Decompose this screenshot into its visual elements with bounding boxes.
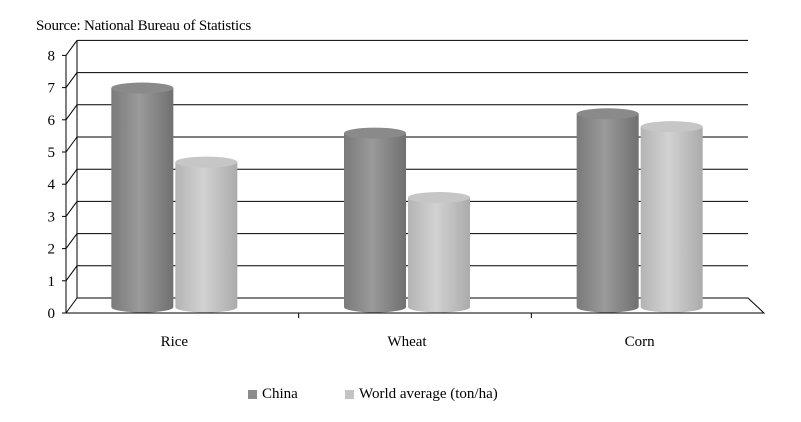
y-tick-label: 1	[48, 274, 56, 290]
bar-rice-world-average	[175, 162, 238, 313]
bar-top-wheat-world-average	[408, 192, 470, 204]
legend-swatch-world-average	[345, 390, 354, 399]
gridline-diagonal	[65, 201, 78, 217]
bar-rice-china	[111, 88, 174, 313]
bar-corn-world-average	[640, 126, 703, 313]
legend-label-world-average: World average (ton/ha)	[359, 386, 498, 402]
bar-corn-china	[576, 113, 639, 313]
bar-top-wheat-china	[344, 127, 406, 139]
bar-top-rice-china	[111, 82, 174, 94]
y-tick-label: 3	[48, 209, 56, 225]
chart-axes	[65, 40, 766, 318]
y-tick-label: 2	[48, 242, 56, 258]
bar-top-corn-world-average	[640, 121, 703, 133]
bar-top-rice-world-average	[175, 156, 238, 168]
x-axis-labels: Rice Wheat Corn	[161, 334, 656, 350]
y-axis-ticks: 0 1 2 3 4 5 6 7 8	[48, 48, 66, 322]
gridline-diagonal	[65, 168, 78, 185]
bar-wheat-world-average	[408, 197, 470, 313]
legend-label-china: China	[262, 386, 298, 402]
x-label-wheat: Wheat	[387, 334, 427, 350]
gridline-diagonal	[65, 265, 78, 282]
legend-item-china: China	[248, 386, 298, 403]
y-tick-label: 7	[48, 81, 56, 97]
legend-swatch-china	[248, 390, 257, 399]
chart-legend: China World average (ton/ha)	[0, 386, 801, 410]
chart-bars	[111, 82, 703, 313]
legend-item-world-average: World average (ton/ha)	[345, 386, 498, 403]
x-label-rice: Rice	[161, 334, 189, 350]
y-tick-label: 8	[48, 48, 56, 64]
bar-wheat-china	[344, 133, 406, 313]
gridline-diagonal	[65, 233, 78, 249]
y-tick-label: 4	[48, 177, 56, 193]
y-tick-label: 5	[48, 145, 56, 161]
gridline-diagonal	[65, 72, 78, 88]
gridline-diagonal	[65, 136, 78, 153]
bar-top-corn-china	[576, 108, 639, 120]
y-tick-label: 6	[48, 113, 56, 129]
x-label-corn: Corn	[625, 334, 656, 350]
source-note: Source: National Bureau of Statistics	[36, 18, 252, 34]
y-tick-label: 0	[48, 306, 56, 322]
gridline-diagonal	[65, 40, 78, 56]
gridline-diagonal	[65, 104, 78, 121]
